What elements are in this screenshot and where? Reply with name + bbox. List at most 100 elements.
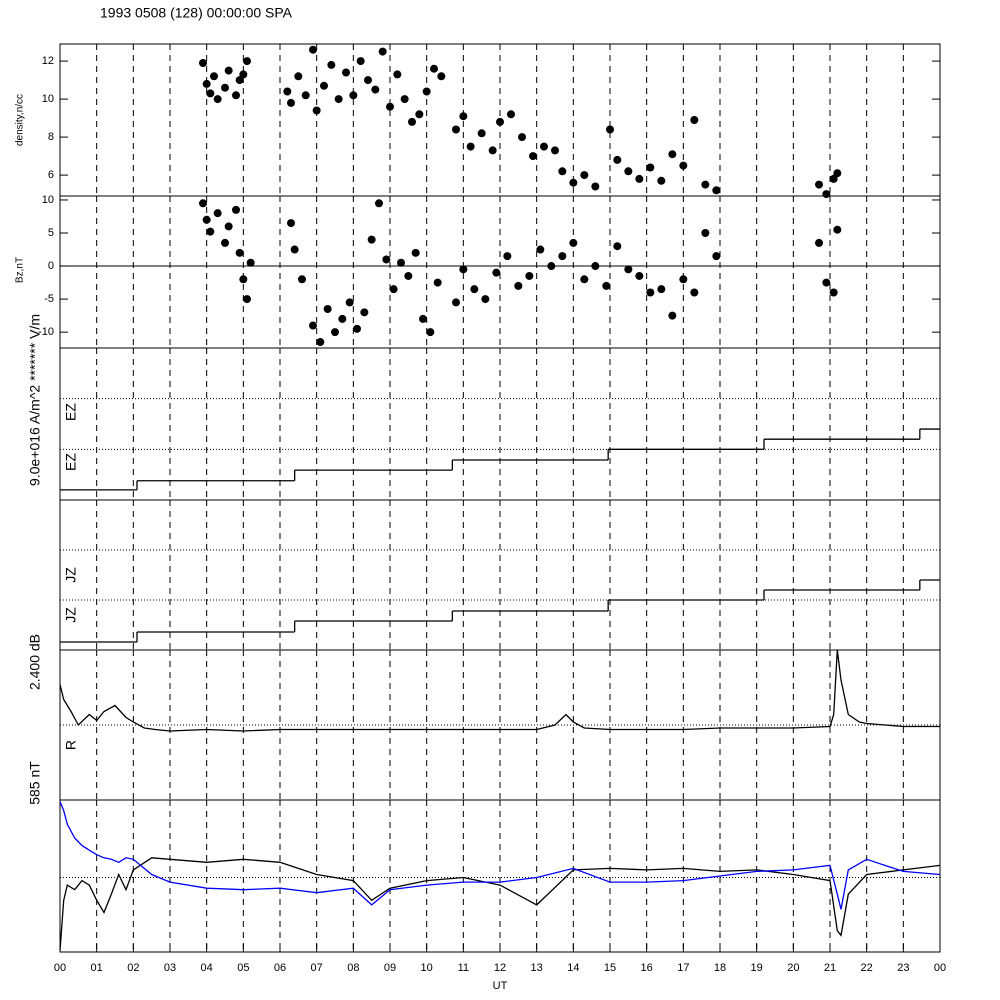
data-point <box>199 59 207 67</box>
data-line <box>59 649 940 732</box>
data-point <box>283 87 292 96</box>
data-point <box>287 219 295 228</box>
x-tick-label: 06 <box>274 962 286 974</box>
data-point <box>320 81 328 90</box>
data-point <box>415 110 424 119</box>
x-tick-label: 12 <box>494 962 506 974</box>
x-tick-label: 11 <box>458 962 469 974</box>
data-point <box>452 298 460 307</box>
data-point <box>547 262 556 271</box>
data-point <box>301 91 310 100</box>
data-point <box>668 150 677 159</box>
data-point <box>371 85 380 94</box>
data-point <box>408 117 416 126</box>
data-point <box>334 95 343 104</box>
data-point <box>701 180 710 189</box>
data-point <box>290 245 299 254</box>
data-point <box>822 190 831 199</box>
panel-label: R <box>63 740 79 750</box>
x-tick-label: 20 <box>787 962 799 974</box>
x-tick-label: 08 <box>347 962 359 974</box>
data-point <box>331 328 339 337</box>
data-point <box>243 295 251 304</box>
data-point <box>323 305 332 314</box>
data-point <box>294 72 303 81</box>
y-axis-label: 9.0e+016 A/m^2 ******* V/m <box>27 314 43 486</box>
data-point <box>833 225 842 234</box>
y-axis-label: Bz,nT <box>15 257 26 283</box>
data-point <box>202 215 211 224</box>
data-point <box>602 281 611 290</box>
data-point <box>375 199 383 208</box>
data-point <box>536 245 545 254</box>
data-point <box>221 238 229 247</box>
data-point <box>345 298 354 307</box>
chart-title: 1993 0508 (128) 00:00:00 SPA <box>100 5 293 21</box>
x-tick-label: 16 <box>641 962 653 974</box>
x-tick-label: 10 <box>421 962 433 974</box>
x-tick-label: 17 <box>677 962 689 974</box>
x-tick-label: 05 <box>237 962 249 974</box>
data-point <box>312 106 321 115</box>
y-tick-label: 0 <box>48 260 54 272</box>
y-tick-label: 8 <box>48 131 54 143</box>
data-point <box>206 227 215 236</box>
data-line <box>59 801 941 910</box>
data-point <box>437 72 446 81</box>
data-point <box>419 314 427 323</box>
data-point <box>213 209 222 218</box>
data-point <box>367 235 376 244</box>
data-point <box>246 258 255 267</box>
data-point <box>580 171 589 180</box>
y-axis-label: 585 nT <box>27 761 43 805</box>
data-point <box>815 180 823 189</box>
data-point <box>668 311 677 320</box>
data-point <box>551 146 559 155</box>
data-point <box>213 95 222 104</box>
data-point <box>679 275 688 284</box>
panel-label: JZ <box>63 607 79 623</box>
data-point <box>422 87 431 96</box>
x-tick-label: 19 <box>751 962 763 974</box>
data-point <box>404 271 413 280</box>
data-point <box>386 102 394 111</box>
data-point <box>400 95 409 104</box>
panel-label: JZ <box>63 567 79 583</box>
data-point <box>360 308 369 317</box>
y-tick-label: 5 <box>48 227 54 239</box>
data-point <box>646 163 655 172</box>
x-tick-label: 03 <box>164 962 176 974</box>
x-tick-label: 04 <box>201 962 213 974</box>
x-tick-label: 22 <box>861 962 873 974</box>
data-point <box>518 133 526 142</box>
data-point <box>635 174 644 183</box>
data-point <box>514 281 523 290</box>
y-tick-label: 10 <box>42 93 54 105</box>
data-point <box>657 176 666 185</box>
data-point <box>411 248 420 257</box>
data-line <box>59 857 941 951</box>
data-point <box>540 142 548 151</box>
data-point <box>815 238 823 247</box>
x-tick-label: 15 <box>604 962 616 974</box>
data-point <box>309 321 317 330</box>
data-point <box>309 45 317 54</box>
data-point <box>470 285 479 294</box>
data-point <box>591 182 600 191</box>
x-tick-label: 14 <box>567 962 579 974</box>
data-point <box>430 64 438 73</box>
y-tick-label: 10 <box>42 194 54 206</box>
data-point <box>393 70 402 79</box>
panel-label: EZ <box>63 403 79 421</box>
y-tick-label: -5 <box>44 293 54 305</box>
data-point <box>239 275 248 284</box>
data-point <box>822 278 831 287</box>
data-point <box>433 278 442 287</box>
data-point <box>232 205 240 214</box>
data-point <box>646 288 655 297</box>
data-point <box>356 57 365 66</box>
x-tick-label: 01 <box>91 962 103 974</box>
data-point <box>210 72 218 81</box>
data-point <box>613 155 622 164</box>
